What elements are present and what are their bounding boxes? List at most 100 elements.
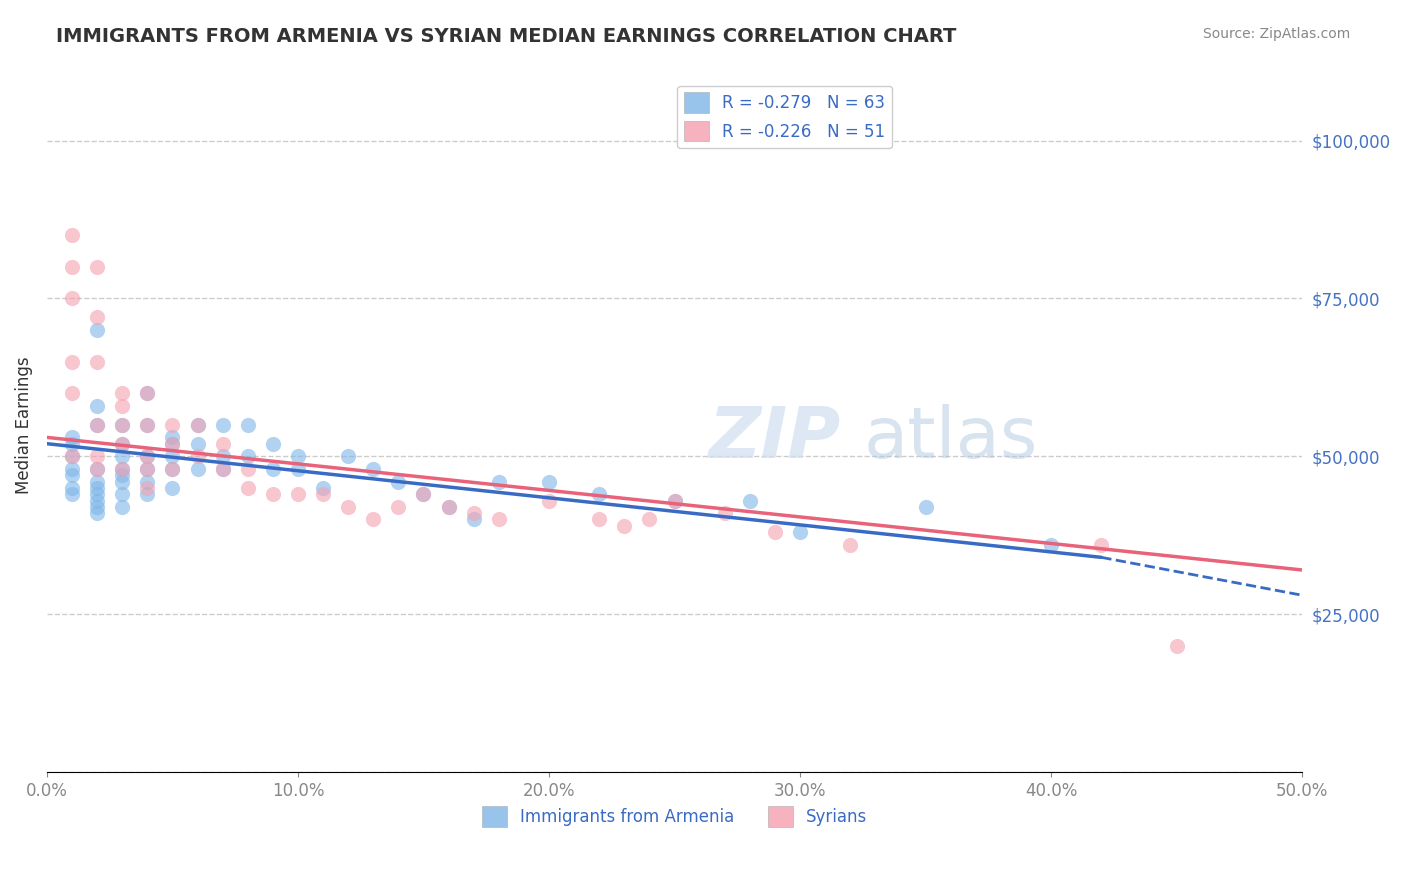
Point <box>437 500 460 514</box>
Text: IMMIGRANTS FROM ARMENIA VS SYRIAN MEDIAN EARNINGS CORRELATION CHART: IMMIGRANTS FROM ARMENIA VS SYRIAN MEDIAN… <box>56 27 956 45</box>
Point <box>1166 639 1188 653</box>
Point <box>86 399 108 413</box>
Point <box>488 475 510 489</box>
Point <box>361 462 384 476</box>
Point <box>60 450 83 464</box>
Point <box>588 487 610 501</box>
Point <box>111 399 134 413</box>
Point <box>86 506 108 520</box>
Text: atlas: atlas <box>863 404 1038 473</box>
Point <box>463 506 485 520</box>
Point <box>86 487 108 501</box>
Point <box>262 462 284 476</box>
Point <box>86 500 108 514</box>
Point <box>136 386 159 401</box>
Point <box>1090 538 1112 552</box>
Point <box>111 417 134 432</box>
Point <box>60 228 83 243</box>
Point <box>789 525 811 540</box>
Point <box>537 475 560 489</box>
Point <box>60 436 83 450</box>
Point <box>236 417 259 432</box>
Point <box>86 417 108 432</box>
Y-axis label: Median Earnings: Median Earnings <box>15 356 32 493</box>
Point <box>60 450 83 464</box>
Point <box>186 462 208 476</box>
Point <box>111 417 134 432</box>
Point <box>111 468 134 483</box>
Point <box>86 462 108 476</box>
Point <box>437 500 460 514</box>
Point <box>111 386 134 401</box>
Point <box>86 310 108 325</box>
Point <box>839 538 862 552</box>
Point <box>136 462 159 476</box>
Point <box>162 436 184 450</box>
Text: ZIP: ZIP <box>709 404 841 473</box>
Point <box>162 417 184 432</box>
Point <box>1040 538 1063 552</box>
Point <box>488 512 510 526</box>
Point <box>613 518 636 533</box>
Point <box>60 481 83 495</box>
Point <box>60 468 83 483</box>
Point <box>537 493 560 508</box>
Point <box>136 487 159 501</box>
Point <box>312 481 335 495</box>
Point <box>86 475 108 489</box>
Point <box>713 506 735 520</box>
Legend: Immigrants from Armenia, Syrians: Immigrants from Armenia, Syrians <box>475 799 875 833</box>
Point <box>60 430 83 444</box>
Point <box>60 386 83 401</box>
Point <box>111 462 134 476</box>
Point <box>664 493 686 508</box>
Point <box>186 417 208 432</box>
Point <box>86 417 108 432</box>
Point <box>86 462 108 476</box>
Point <box>60 292 83 306</box>
Point <box>738 493 761 508</box>
Point <box>86 481 108 495</box>
Point <box>86 450 108 464</box>
Point <box>412 487 434 501</box>
Point <box>162 462 184 476</box>
Point <box>337 450 360 464</box>
Point <box>262 436 284 450</box>
Point <box>60 487 83 501</box>
Point <box>111 487 134 501</box>
Point <box>86 493 108 508</box>
Point <box>136 417 159 432</box>
Point <box>236 450 259 464</box>
Point <box>136 417 159 432</box>
Point <box>136 386 159 401</box>
Point <box>211 450 233 464</box>
Point <box>337 500 360 514</box>
Point <box>136 450 159 464</box>
Point <box>136 462 159 476</box>
Point <box>664 493 686 508</box>
Point <box>162 430 184 444</box>
Point <box>111 436 134 450</box>
Point <box>162 462 184 476</box>
Point <box>111 500 134 514</box>
Point <box>914 500 936 514</box>
Text: Source: ZipAtlas.com: Source: ZipAtlas.com <box>1202 27 1350 41</box>
Point <box>86 260 108 274</box>
Point <box>111 450 134 464</box>
Point <box>162 436 184 450</box>
Point <box>588 512 610 526</box>
Point <box>86 354 108 368</box>
Point <box>136 450 159 464</box>
Point <box>211 436 233 450</box>
Point <box>60 260 83 274</box>
Point <box>186 436 208 450</box>
Point <box>262 487 284 501</box>
Point <box>111 475 134 489</box>
Point <box>86 323 108 337</box>
Point <box>361 512 384 526</box>
Point <box>60 354 83 368</box>
Point <box>287 450 309 464</box>
Point <box>162 450 184 464</box>
Point <box>236 462 259 476</box>
Point <box>638 512 661 526</box>
